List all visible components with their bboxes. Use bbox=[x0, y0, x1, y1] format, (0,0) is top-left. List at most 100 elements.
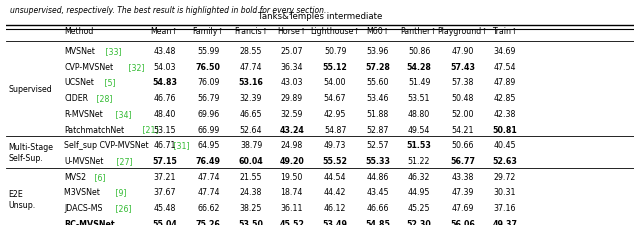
Text: [32]: [32] bbox=[126, 62, 145, 71]
Text: Horse↑: Horse↑ bbox=[277, 26, 307, 35]
Text: 43.45: 43.45 bbox=[367, 188, 389, 197]
Text: Multi-Stage
Self-Sup.: Multi-Stage Self-Sup. bbox=[8, 142, 53, 162]
Text: [5]: [5] bbox=[102, 78, 115, 87]
Text: 57.43: 57.43 bbox=[451, 62, 476, 71]
Text: 47.74: 47.74 bbox=[197, 172, 220, 181]
Text: 51.49: 51.49 bbox=[408, 78, 430, 87]
Text: 46.66: 46.66 bbox=[367, 203, 389, 212]
Text: 47.74: 47.74 bbox=[240, 62, 262, 71]
Text: 54.83: 54.83 bbox=[152, 78, 177, 87]
Text: 46.76: 46.76 bbox=[153, 94, 176, 103]
Text: 52.57: 52.57 bbox=[367, 141, 389, 150]
Text: MVS2: MVS2 bbox=[64, 172, 86, 181]
Text: 54.67: 54.67 bbox=[324, 94, 346, 103]
Text: 51.53: 51.53 bbox=[406, 141, 431, 150]
Text: UCSNet: UCSNet bbox=[64, 78, 94, 87]
Text: M60↑: M60↑ bbox=[366, 26, 389, 35]
Text: MVSNet: MVSNet bbox=[64, 47, 95, 56]
Text: PatchmatchNet: PatchmatchNet bbox=[64, 125, 124, 134]
Text: CVP-MVSNet: CVP-MVSNet bbox=[64, 62, 113, 71]
Text: 47.89: 47.89 bbox=[494, 78, 516, 87]
Text: 21.55: 21.55 bbox=[240, 172, 262, 181]
Text: 64.95: 64.95 bbox=[197, 141, 220, 150]
Text: [26]: [26] bbox=[113, 203, 131, 212]
Text: 44.54: 44.54 bbox=[324, 172, 346, 181]
Text: Francis↑: Francis↑ bbox=[234, 26, 268, 35]
Text: 44.86: 44.86 bbox=[367, 172, 389, 181]
Text: 38.25: 38.25 bbox=[240, 203, 262, 212]
Text: 19.50: 19.50 bbox=[280, 172, 303, 181]
Text: 60.04: 60.04 bbox=[239, 156, 264, 165]
Text: CIDER: CIDER bbox=[64, 94, 88, 103]
Text: 47.54: 47.54 bbox=[494, 62, 516, 71]
Text: 46.12: 46.12 bbox=[324, 203, 346, 212]
Text: 49.37: 49.37 bbox=[493, 219, 518, 225]
Text: 53.51: 53.51 bbox=[408, 94, 430, 103]
Text: Lighthouse↑: Lighthouse↑ bbox=[310, 26, 360, 35]
Text: Panther↑: Panther↑ bbox=[401, 26, 438, 35]
Text: 51.22: 51.22 bbox=[408, 156, 430, 165]
Text: 66.62: 66.62 bbox=[197, 203, 220, 212]
Text: [21]: [21] bbox=[140, 125, 159, 134]
Text: RC-MVSNet: RC-MVSNet bbox=[64, 219, 115, 225]
Text: 43.24: 43.24 bbox=[279, 125, 304, 134]
Text: 45.25: 45.25 bbox=[408, 203, 430, 212]
Text: 55.99: 55.99 bbox=[197, 47, 220, 56]
Text: [33]: [33] bbox=[103, 47, 122, 56]
Text: 66.99: 66.99 bbox=[197, 125, 220, 134]
Text: unsupervised, respectively. The best result is highlighted in bold for every sec: unsupervised, respectively. The best res… bbox=[10, 6, 326, 15]
Text: 37.16: 37.16 bbox=[494, 203, 516, 212]
Text: 45.52: 45.52 bbox=[279, 219, 304, 225]
Text: [28]: [28] bbox=[95, 94, 113, 103]
Text: 52.87: 52.87 bbox=[367, 125, 389, 134]
Text: 57.38: 57.38 bbox=[452, 78, 474, 87]
Text: 44.95: 44.95 bbox=[408, 188, 430, 197]
Text: 76.49: 76.49 bbox=[196, 156, 221, 165]
Text: 53.96: 53.96 bbox=[367, 47, 389, 56]
Text: 47.39: 47.39 bbox=[452, 188, 474, 197]
Text: [27]: [27] bbox=[114, 156, 132, 165]
Text: 25.07: 25.07 bbox=[280, 47, 303, 56]
Text: 76.50: 76.50 bbox=[196, 62, 221, 71]
Text: 50.86: 50.86 bbox=[408, 47, 430, 56]
Text: 40.45: 40.45 bbox=[494, 141, 516, 150]
Text: 57.28: 57.28 bbox=[365, 62, 390, 71]
Text: 50.48: 50.48 bbox=[452, 94, 474, 103]
Text: 28.55: 28.55 bbox=[240, 47, 262, 56]
Text: 75.26: 75.26 bbox=[196, 219, 221, 225]
Text: 38.79: 38.79 bbox=[240, 141, 262, 150]
Text: 56.06: 56.06 bbox=[451, 219, 476, 225]
Text: 54.85: 54.85 bbox=[365, 219, 390, 225]
Text: 42.85: 42.85 bbox=[494, 94, 516, 103]
Text: 47.69: 47.69 bbox=[452, 203, 474, 212]
Text: Mean↑: Mean↑ bbox=[150, 26, 179, 35]
Text: 54.87: 54.87 bbox=[324, 125, 346, 134]
Text: JDACS-MS: JDACS-MS bbox=[64, 203, 102, 212]
Text: 55.04: 55.04 bbox=[152, 219, 177, 225]
Text: 30.31: 30.31 bbox=[494, 188, 516, 197]
Text: 47.90: 47.90 bbox=[452, 47, 474, 56]
Text: E2E
Unsup.: E2E Unsup. bbox=[8, 189, 36, 209]
Text: 49.20: 49.20 bbox=[280, 156, 304, 165]
Text: 54.21: 54.21 bbox=[452, 125, 474, 134]
Text: 49.54: 49.54 bbox=[408, 125, 430, 134]
Text: 54.00: 54.00 bbox=[324, 78, 346, 87]
Text: 50.66: 50.66 bbox=[452, 141, 474, 150]
Text: 47.74: 47.74 bbox=[197, 188, 220, 197]
Text: 55.12: 55.12 bbox=[323, 62, 348, 71]
Text: 37.21: 37.21 bbox=[153, 172, 176, 181]
Text: 32.39: 32.39 bbox=[240, 94, 262, 103]
Text: 53.46: 53.46 bbox=[367, 94, 389, 103]
Text: 43.48: 43.48 bbox=[153, 47, 175, 56]
Text: 42.38: 42.38 bbox=[494, 109, 516, 118]
Text: 56.79: 56.79 bbox=[197, 94, 220, 103]
Text: 53.49: 53.49 bbox=[323, 219, 348, 225]
Text: Tanks&Temples intermediate: Tanks&Temples intermediate bbox=[258, 12, 382, 21]
Text: U-MVSNet: U-MVSNet bbox=[64, 156, 104, 165]
Text: 46.65: 46.65 bbox=[240, 109, 262, 118]
Text: 53.16: 53.16 bbox=[239, 78, 264, 87]
Text: 46.71: 46.71 bbox=[153, 141, 176, 150]
Text: 43.03: 43.03 bbox=[280, 78, 303, 87]
Text: Self_sup CVP-MVSNet: Self_sup CVP-MVSNet bbox=[64, 141, 148, 150]
Text: 50.81: 50.81 bbox=[493, 125, 517, 134]
